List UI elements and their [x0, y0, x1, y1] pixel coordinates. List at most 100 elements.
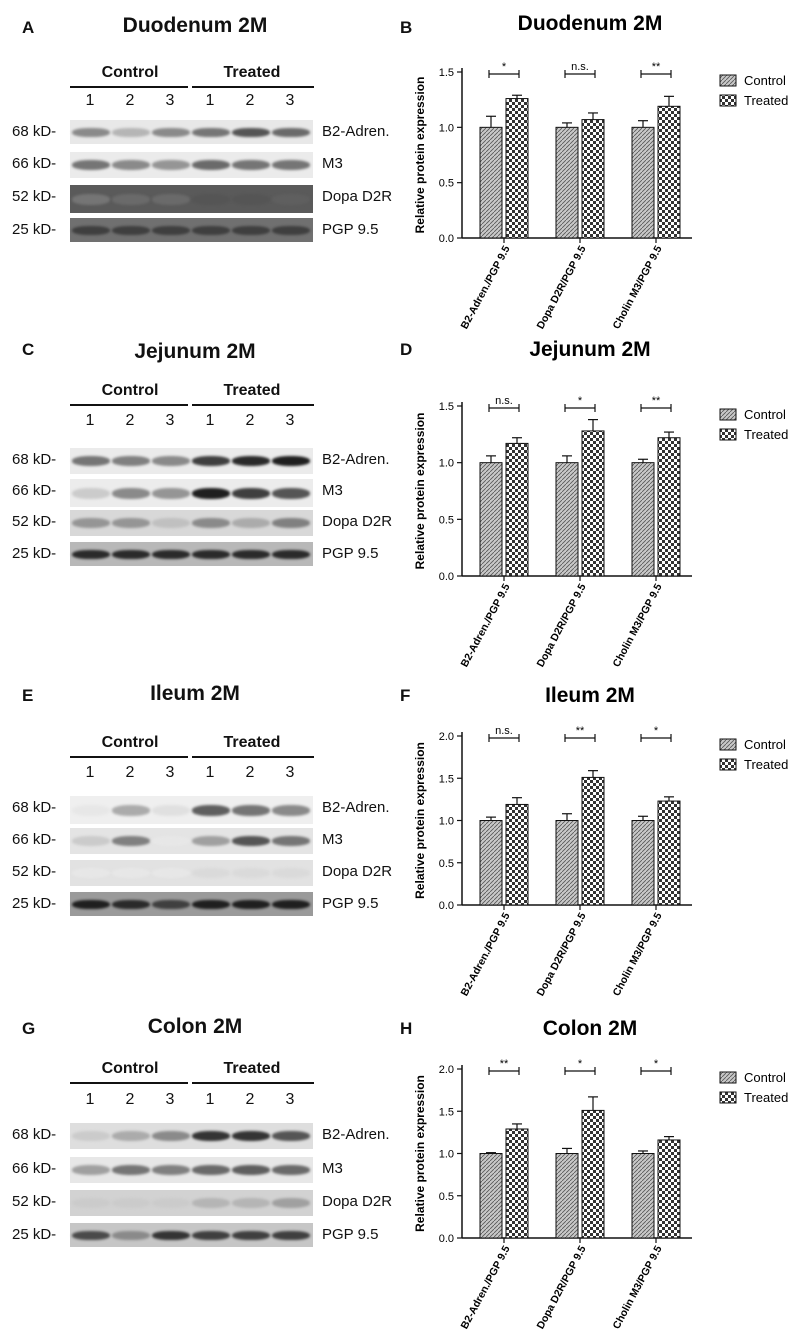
bar-treated: [657, 105, 681, 239]
legend-label-control: Control: [744, 737, 786, 752]
y-tick-label: 0.5: [439, 514, 454, 526]
chart-title: Duodenum 2M: [518, 12, 663, 35]
lane-number: 1: [205, 1091, 215, 1108]
blot-strip: [70, 185, 313, 213]
panel-letter: C: [22, 340, 35, 359]
lane-number: 1: [205, 412, 215, 429]
kd-label: 68 kD-: [12, 123, 57, 140]
blot-band: [72, 550, 110, 559]
treated-group-label: Treated: [223, 64, 281, 81]
bar-control: [631, 820, 655, 906]
bar-treated: [505, 1128, 529, 1239]
protein-label: B2-Adren.: [322, 123, 390, 140]
blot-band: [232, 1131, 270, 1141]
x-tick-label: B2-Adren./PGP 9.5: [459, 244, 513, 332]
lane-number: 3: [165, 412, 175, 429]
blot-band: [272, 456, 310, 466]
lane-number: 3: [165, 764, 175, 781]
blot-band: [152, 518, 190, 528]
x-tick-label: Dopa D2R/PGP 9.5: [535, 911, 589, 999]
blot-strip: [70, 542, 313, 566]
panel-letter: F: [400, 686, 411, 705]
blot-band: [112, 1131, 150, 1141]
y-tick-label: 1.5: [439, 773, 454, 785]
chart-title: Ileum 2M: [545, 684, 635, 707]
lane-number: 1: [85, 1091, 95, 1108]
blot-band: [272, 805, 310, 816]
legend-swatch-treated: [719, 1091, 737, 1104]
blot-title: Colon 2M: [147, 1015, 243, 1038]
bar-chart-svg: Ileum 2M Relative protein expression 0.0 0.…: [413, 684, 788, 999]
blot-strip: [70, 479, 313, 507]
blot-band: [72, 488, 110, 499]
treated-group-label: Treated: [223, 734, 281, 751]
x-tick-label: Dopa D2R/PGP 9.5: [535, 244, 589, 332]
blot-band: [232, 805, 270, 816]
y-tick-label: 0.5: [439, 1191, 454, 1203]
blot-band: [192, 194, 230, 205]
y-tick-label: 1.0: [439, 458, 454, 470]
blot-band: [152, 900, 190, 909]
western-blot-panel: G Colon 2M Control Treated 1 2 3 1 2 3 68 kD- B2-…: [0, 1005, 420, 1340]
bar-control: [555, 126, 579, 239]
x-tick-label: Cholin M3/PGP 9.5: [611, 1244, 665, 1332]
x-tick-label: Dopa D2R/PGP 9.5: [535, 582, 589, 670]
blot-band: [232, 128, 270, 137]
blot-band: [72, 194, 110, 205]
blot-band: [112, 1231, 150, 1240]
bar-treated: [505, 442, 529, 577]
blot-band: [232, 836, 270, 846]
blot-band: [72, 1198, 110, 1208]
blot-band: [272, 550, 310, 559]
y-tick-label: 0.0: [439, 900, 454, 912]
blot-band: [232, 456, 270, 466]
blot-band: [112, 160, 150, 170]
bar-treated: [581, 1109, 605, 1239]
protein-label: M3: [322, 831, 343, 848]
western-blot-panel: A Duodenum 2M Control Treated 1 2 3 1 2 3 68 kD-…: [0, 0, 420, 335]
blot-band: [192, 868, 230, 878]
significance-label: *: [654, 725, 659, 737]
y-axis-label: Relative protein expression: [413, 1075, 427, 1232]
bar-control: [555, 820, 579, 906]
protein-label: PGP 9.5: [322, 545, 379, 562]
blot-band: [272, 226, 310, 235]
blot-band: [112, 128, 150, 137]
bar-control: [479, 126, 503, 239]
bar-chart-panel: B Duodenum 2M Relative protein expression…: [400, 0, 808, 335]
blot-band: [192, 160, 230, 170]
legend-label-treated: Treated: [744, 93, 788, 108]
lane-number: 3: [285, 1091, 295, 1108]
blot-band: [72, 456, 110, 466]
bar-treated: [505, 803, 529, 906]
significance-label: *: [578, 395, 583, 407]
kd-label: 66 kD-: [12, 482, 57, 499]
blot-band: [232, 1231, 270, 1240]
blot-band: [152, 868, 190, 878]
bar-treated: [657, 1139, 681, 1239]
blot-band: [152, 1231, 190, 1240]
lane-number: 2: [245, 764, 255, 781]
figure-row-duodenum: A Duodenum 2M Control Treated 1 2 3 1 2 3 68 kD-…: [0, 0, 808, 335]
kd-label: 68 kD-: [12, 451, 57, 468]
blot-band: [232, 868, 270, 878]
blot-strip: [70, 510, 313, 536]
protein-label: Dopa D2R: [322, 863, 393, 880]
blot-strip: [70, 120, 313, 144]
x-tick-label: B2-Adren./PGP 9.5: [459, 582, 513, 670]
figure-row-jejunum: C Jejunum 2M Control Treated 1 2 3 1 2 3 68 kD- B…: [0, 336, 808, 671]
x-tick-label: B2-Adren./PGP 9.5: [459, 911, 513, 999]
protein-label: B2-Adren.: [322, 1126, 390, 1143]
panel-letter: D: [400, 340, 413, 359]
control-group-line: [70, 404, 188, 406]
bar-control: [555, 462, 579, 577]
western-blot-panel: E Ileum 2M Control Treated 1 2 3 1 2 3 68 kD- B2-…: [0, 672, 420, 1007]
bar-chart-panel: D Jejunum 2M Relative protein expression 0…: [400, 336, 808, 671]
bar-chart-panel: F Ileum 2M Relative protein expression 0.0…: [400, 672, 808, 1007]
blot-band: [232, 194, 270, 205]
blot-band: [272, 1165, 310, 1175]
treated-group-line: [192, 404, 314, 406]
blot-band: [192, 1231, 230, 1240]
blot-band: [112, 518, 150, 528]
blot-band: [192, 805, 230, 816]
